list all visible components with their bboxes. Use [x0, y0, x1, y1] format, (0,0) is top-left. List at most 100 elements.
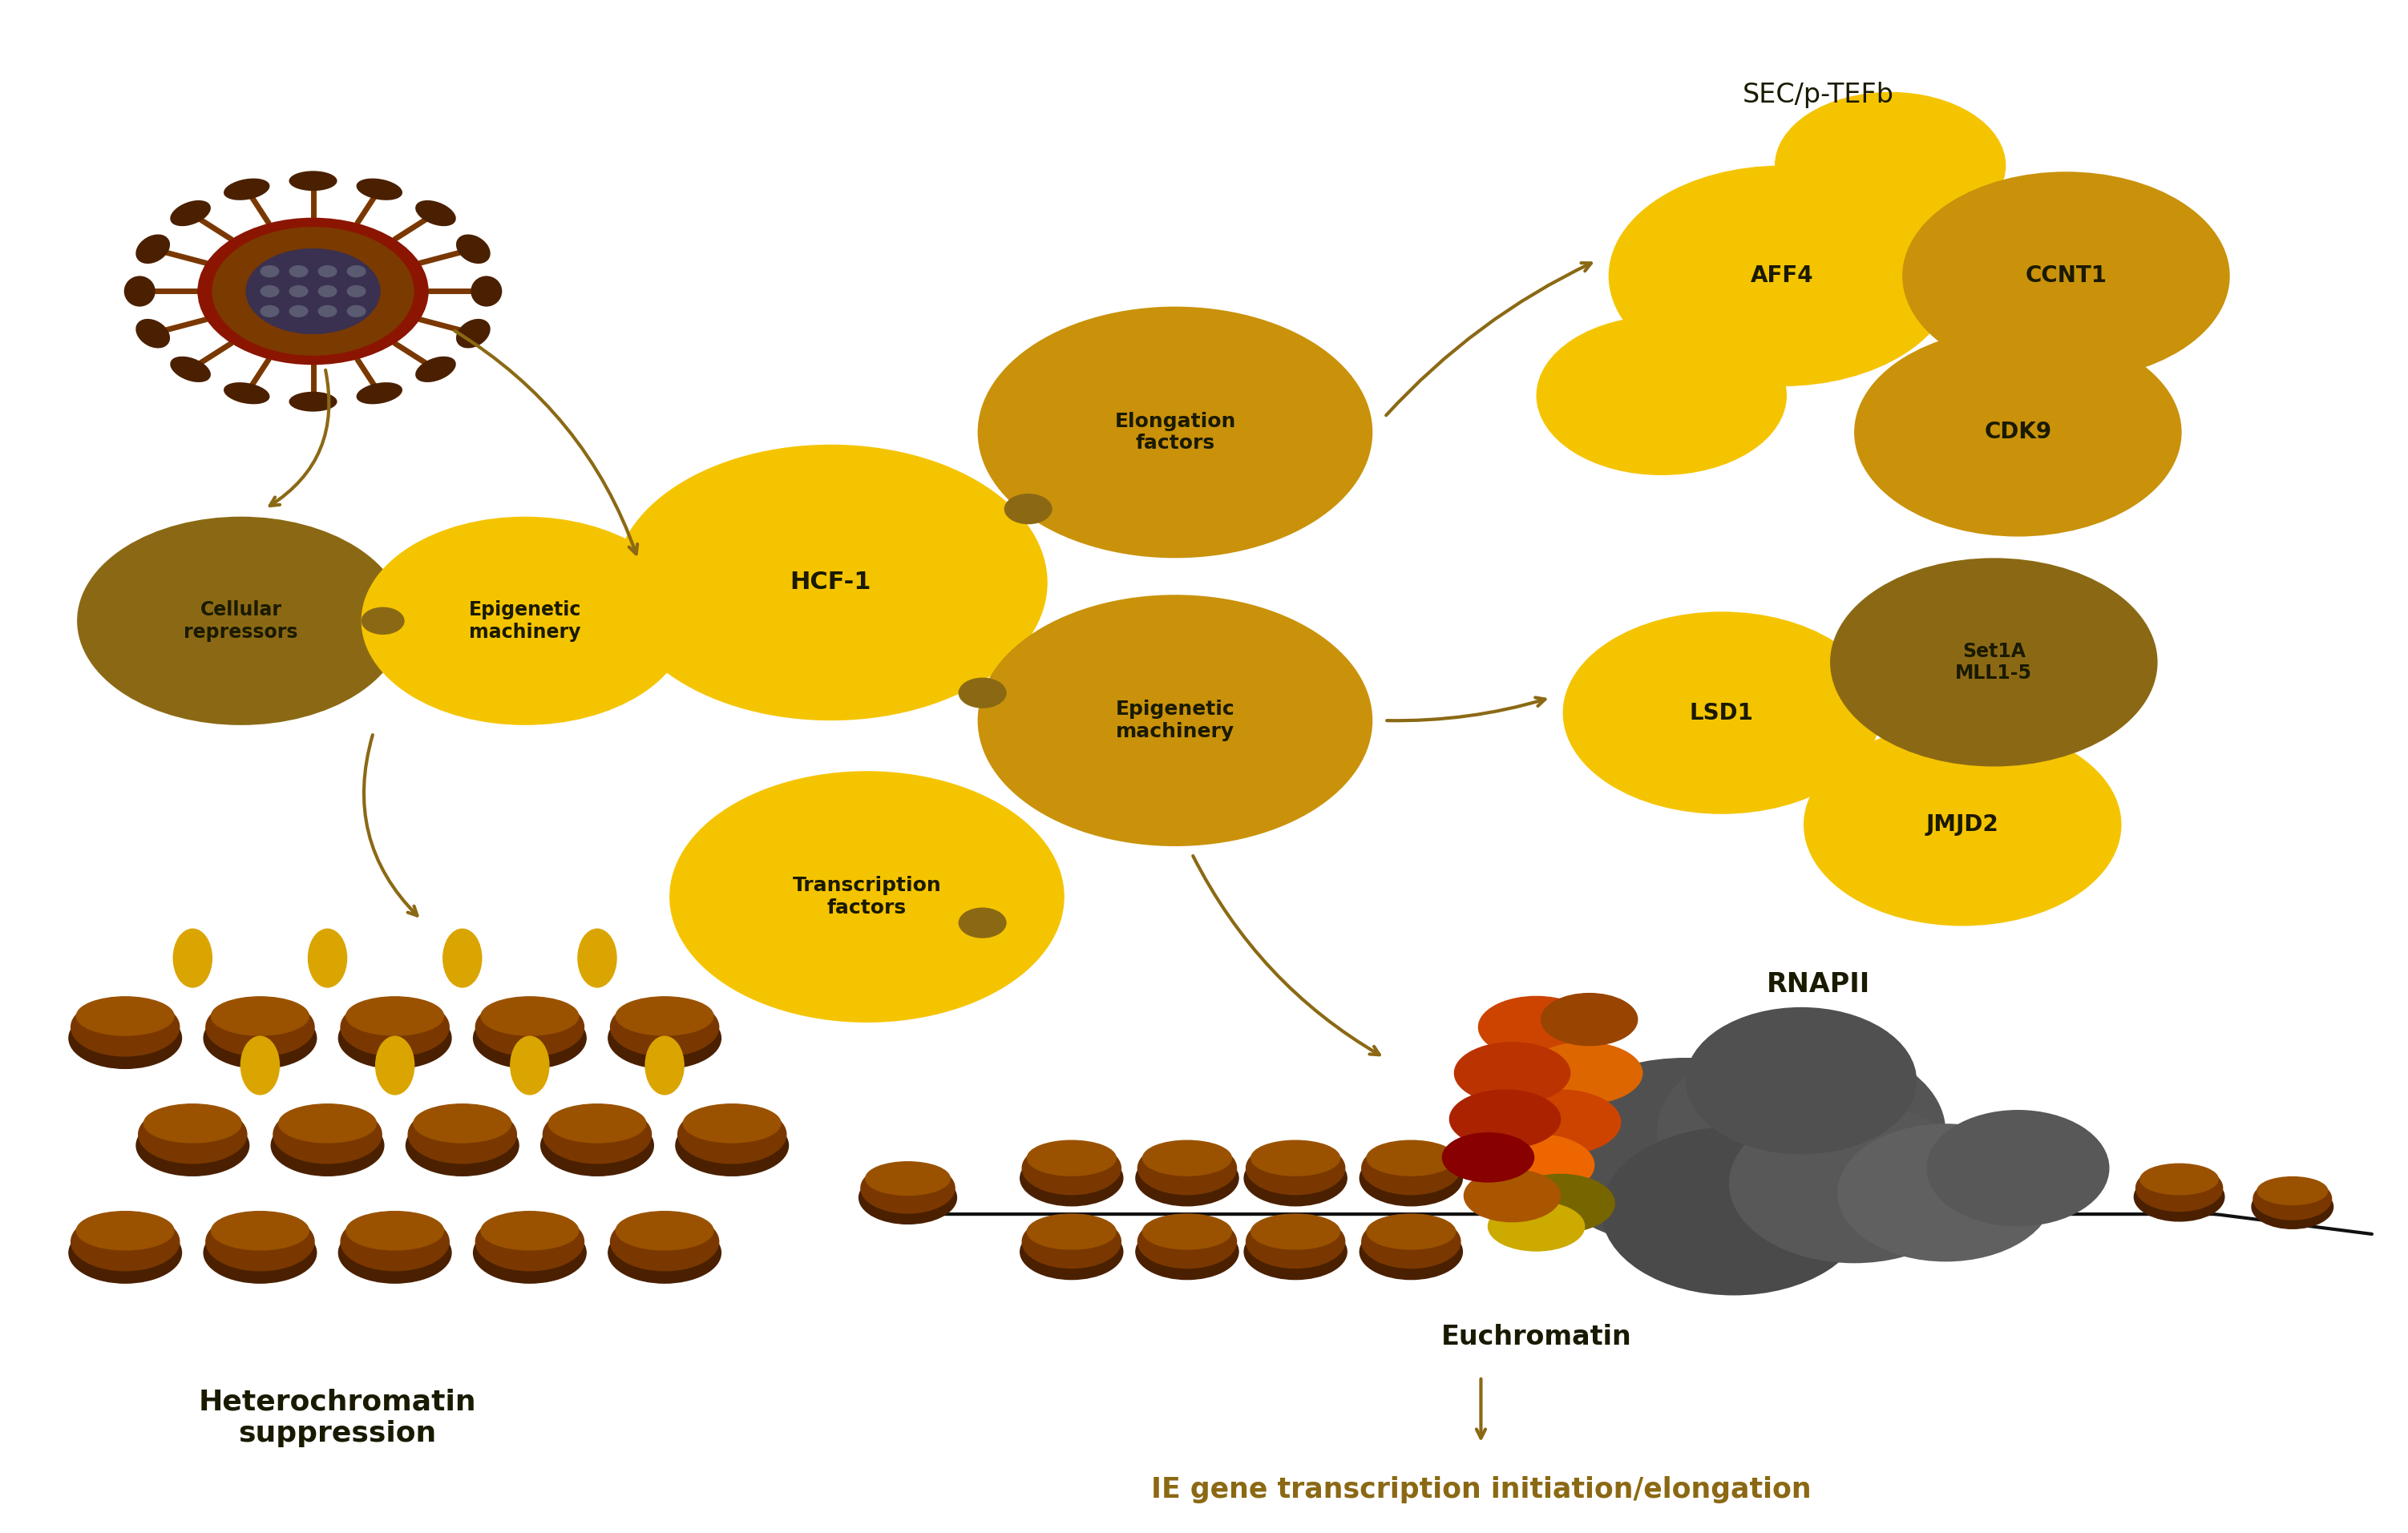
Text: IE gene transcription initiation/elongation: IE gene transcription initiation/elongat… [1151, 1476, 1811, 1504]
Circle shape [212, 227, 414, 356]
Ellipse shape [542, 1105, 650, 1164]
Ellipse shape [207, 1213, 315, 1271]
Circle shape [1004, 494, 1052, 524]
Ellipse shape [455, 235, 491, 264]
Circle shape [1729, 1104, 1979, 1263]
Ellipse shape [1479, 1134, 1594, 1196]
Ellipse shape [171, 201, 212, 227]
Ellipse shape [612, 1213, 720, 1271]
Ellipse shape [1500, 1090, 1621, 1154]
Circle shape [1563, 612, 1881, 814]
Ellipse shape [1454, 1042, 1570, 1104]
Ellipse shape [289, 391, 337, 411]
Ellipse shape [2136, 1165, 2223, 1211]
Text: CCNT1: CCNT1 [2025, 265, 2107, 287]
Circle shape [1775, 92, 2006, 239]
Ellipse shape [1361, 1225, 1462, 1280]
Circle shape [1536, 316, 1787, 475]
Text: JMJD2: JMJD2 [1926, 814, 1999, 835]
Ellipse shape [342, 998, 448, 1056]
Circle shape [1902, 172, 2230, 380]
Ellipse shape [173, 929, 212, 987]
Text: RNAPII: RNAPII [1765, 970, 1871, 998]
Ellipse shape [1507, 1174, 1616, 1233]
Ellipse shape [616, 996, 713, 1035]
Circle shape [347, 305, 366, 317]
Ellipse shape [510, 1036, 549, 1095]
Ellipse shape [1144, 1141, 1230, 1176]
Circle shape [197, 218, 429, 365]
Ellipse shape [407, 1114, 518, 1176]
Ellipse shape [272, 1114, 383, 1176]
Ellipse shape [684, 1104, 780, 1142]
Ellipse shape [340, 1007, 450, 1069]
Circle shape [614, 445, 1047, 721]
Circle shape [1609, 166, 1955, 386]
Ellipse shape [70, 1222, 181, 1283]
Ellipse shape [1245, 1225, 1346, 1280]
Ellipse shape [1144, 1214, 1230, 1249]
Ellipse shape [1137, 1142, 1238, 1194]
Circle shape [289, 305, 308, 317]
Ellipse shape [140, 1105, 246, 1164]
Ellipse shape [1021, 1151, 1122, 1206]
Ellipse shape [356, 178, 402, 201]
Ellipse shape [347, 1211, 443, 1249]
Circle shape [260, 305, 279, 317]
Ellipse shape [289, 170, 337, 192]
Ellipse shape [2254, 1177, 2331, 1220]
Ellipse shape [474, 1007, 585, 1069]
Ellipse shape [612, 998, 720, 1056]
Circle shape [77, 517, 405, 725]
Ellipse shape [205, 1222, 315, 1283]
Ellipse shape [275, 1105, 380, 1164]
Ellipse shape [679, 1105, 787, 1164]
Circle shape [978, 595, 1373, 846]
Ellipse shape [1488, 1202, 1584, 1251]
Ellipse shape [125, 276, 157, 307]
Circle shape [347, 285, 366, 297]
Ellipse shape [171, 356, 212, 382]
Ellipse shape [1021, 1225, 1122, 1280]
Text: Euchromatin: Euchromatin [1440, 1323, 1633, 1351]
Ellipse shape [207, 998, 315, 1056]
Text: Transcription
factors: Transcription factors [792, 875, 942, 918]
Ellipse shape [1028, 1141, 1115, 1176]
Ellipse shape [72, 998, 181, 1056]
Ellipse shape [477, 998, 585, 1056]
Ellipse shape [1021, 1142, 1122, 1194]
Ellipse shape [135, 319, 171, 348]
Ellipse shape [1368, 1214, 1454, 1249]
Ellipse shape [224, 382, 270, 405]
Circle shape [1686, 1007, 1917, 1154]
Circle shape [958, 908, 1007, 938]
Ellipse shape [347, 996, 443, 1035]
Ellipse shape [212, 996, 308, 1035]
Ellipse shape [407, 1105, 518, 1164]
Circle shape [1536, 1058, 1835, 1248]
Circle shape [246, 248, 380, 334]
Circle shape [1854, 328, 2182, 537]
Ellipse shape [414, 1104, 510, 1142]
Text: HCF-1: HCF-1 [790, 570, 872, 595]
Ellipse shape [224, 178, 270, 201]
Ellipse shape [1442, 1133, 1534, 1182]
Circle shape [1804, 724, 2121, 926]
Ellipse shape [645, 1036, 684, 1095]
Ellipse shape [1137, 1225, 1238, 1280]
Text: Heterochromatin
suppression: Heterochromatin suppression [197, 1389, 477, 1447]
Ellipse shape [77, 996, 173, 1035]
Ellipse shape [482, 996, 578, 1035]
Circle shape [318, 265, 337, 277]
Ellipse shape [482, 1211, 578, 1249]
Ellipse shape [241, 1036, 279, 1095]
Ellipse shape [342, 1213, 448, 1271]
Ellipse shape [135, 235, 171, 264]
Ellipse shape [356, 382, 402, 405]
Circle shape [347, 265, 366, 277]
Circle shape [289, 265, 308, 277]
Circle shape [1657, 1039, 1946, 1223]
Ellipse shape [1450, 1090, 1560, 1148]
Ellipse shape [677, 1114, 787, 1176]
Text: Set1A
MLL1-5: Set1A MLL1-5 [1955, 641, 2032, 684]
